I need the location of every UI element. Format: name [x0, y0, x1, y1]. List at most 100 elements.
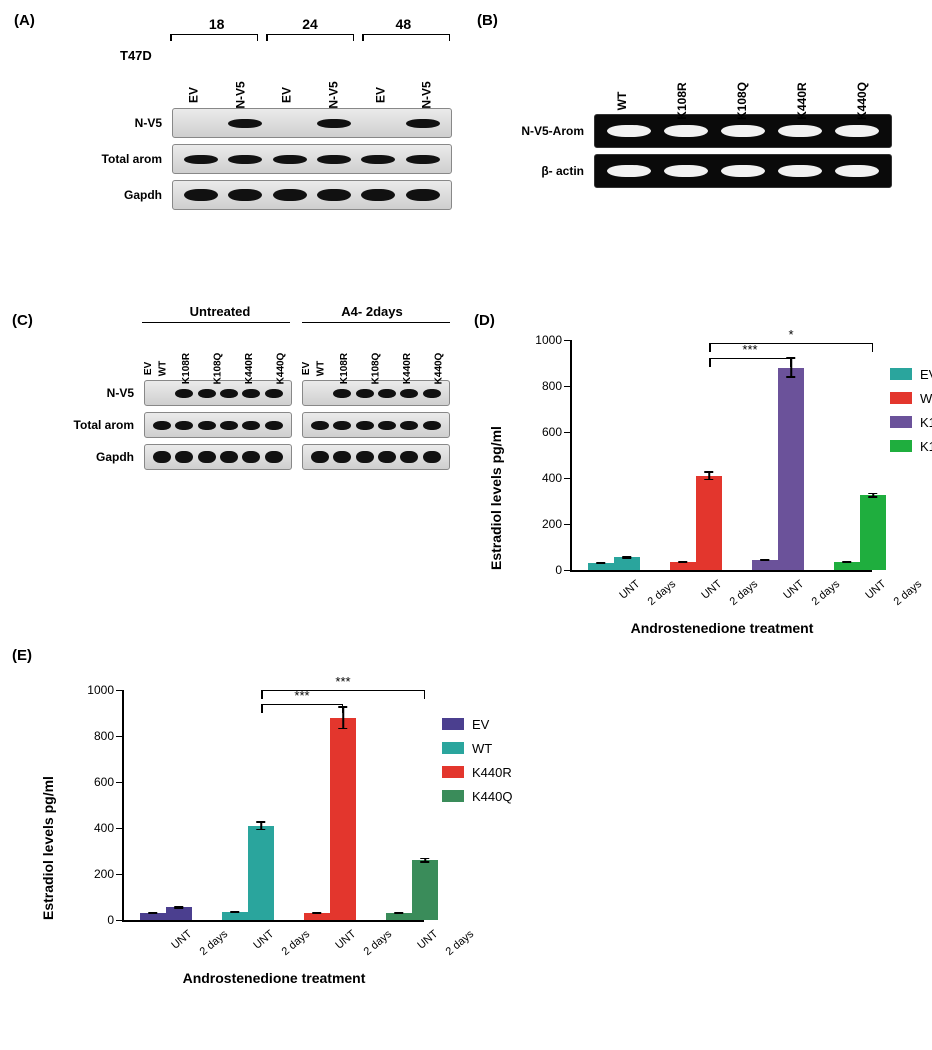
band [273, 189, 307, 201]
blot-row: Gapdh [82, 180, 462, 210]
band [265, 421, 283, 430]
band [356, 451, 374, 463]
band [198, 451, 216, 463]
y-tick-label: 400 [542, 471, 572, 485]
lane-label: EV [170, 88, 217, 102]
legend-label: K440R [472, 765, 512, 780]
error-bar [234, 911, 236, 913]
lane-label: N-V5 [310, 88, 357, 102]
error-bar [846, 561, 848, 563]
figure: (A) (B) (C) (D) (E) 18 24 48 T47D EVN-V5… [12, 12, 920, 1038]
band [311, 451, 329, 463]
band [220, 451, 238, 463]
legend-item: WT [890, 388, 932, 408]
band [423, 451, 441, 463]
band [378, 421, 396, 430]
legend-label: K108Q [920, 439, 932, 454]
band [311, 389, 329, 398]
error-bar [764, 559, 766, 561]
x-tick-label: UNT [781, 578, 806, 602]
row-label: Gapdh [82, 188, 172, 202]
band [333, 451, 351, 463]
legend-item: K108R [890, 412, 932, 432]
plot-area: 02004006008001000UNT2 daysUNT2 daysUNT2 … [122, 690, 424, 922]
legend: EV WT K108R K108Q [890, 360, 932, 460]
band [361, 119, 395, 128]
band [153, 451, 171, 463]
band [406, 119, 440, 128]
panel-e-chart: Estradiol levels pg/ml02004006008001000U… [64, 672, 592, 990]
band [228, 189, 262, 201]
band [228, 155, 262, 164]
x-tick-label: 2 days [280, 928, 313, 958]
x-tick-label: UNT [333, 928, 358, 952]
lane-label: K108R [171, 363, 202, 374]
row-label: Gapdh [60, 450, 144, 464]
bracket [266, 34, 354, 41]
band [153, 389, 171, 398]
band [378, 389, 396, 398]
legend-label: K108R [920, 415, 932, 430]
error-bar [178, 906, 180, 908]
legend-item: EV [890, 364, 932, 384]
legend-label: K440Q [472, 789, 512, 804]
row-label: Total arom [60, 418, 144, 432]
panel-c-lanes-1: EVWTK108RK108QK440RK440Q [142, 324, 290, 374]
error-bar [398, 912, 400, 914]
band [607, 165, 651, 177]
blot-membrane [302, 444, 450, 470]
band [835, 165, 879, 177]
legend: EVWTK440RK440Q [442, 710, 512, 810]
lane-label: K440Q [832, 94, 892, 108]
panel-b-lane-labels: WTK108RK108QK440RK440Q [592, 52, 892, 108]
blot-row: Total arom [60, 412, 460, 438]
error-bar [872, 493, 874, 498]
band [664, 165, 708, 177]
significance-label: *** [335, 674, 350, 689]
band [406, 155, 440, 164]
bar [222, 912, 248, 920]
y-tick-label: 400 [94, 821, 124, 835]
bar [166, 907, 192, 920]
band [265, 451, 283, 463]
lane-label: WT [155, 363, 171, 374]
blot-row: N-V5 [60, 380, 460, 406]
x-tick-label: 2 days [646, 578, 679, 608]
lane-label: EV [300, 363, 313, 374]
lane-label: K440R [234, 363, 265, 374]
x-tick-label: 2 days [362, 928, 395, 958]
band [242, 451, 260, 463]
x-axis-title: Androstenedione treatment [572, 620, 872, 636]
blot-row: Total arom [82, 144, 462, 174]
lane-label: WT [592, 94, 652, 108]
error-bar [682, 561, 684, 563]
lane-label: N-V5 [403, 88, 450, 102]
lane-label: K108Q [360, 363, 392, 374]
bar [412, 860, 438, 920]
legend-item: K108Q [890, 436, 932, 456]
y-tick-label: 800 [94, 729, 124, 743]
blot-membrane [172, 108, 452, 138]
band [317, 189, 351, 201]
bracket [362, 34, 450, 41]
band [311, 421, 329, 430]
band [333, 389, 351, 398]
error-bar [600, 562, 602, 564]
y-tick-label: 1000 [87, 683, 124, 697]
x-tick-label: 2 days [444, 928, 477, 958]
panel-c-lanes-2: EVWTK108RK108QK440RK440Q [300, 324, 448, 374]
y-tick-label: 200 [94, 867, 124, 881]
bar [248, 826, 274, 920]
band [273, 155, 307, 164]
panel-e-label: (E) [12, 647, 32, 664]
y-axis-title: Estradiol levels pg/ml [40, 690, 56, 920]
blot-membrane [144, 412, 292, 438]
error-bar [626, 556, 628, 558]
band [242, 421, 260, 430]
band [175, 451, 193, 463]
row-label: N-V5 [82, 116, 172, 130]
lane-label: EV [357, 88, 404, 102]
legend-swatch [442, 790, 464, 802]
band [400, 451, 418, 463]
band [721, 165, 765, 177]
